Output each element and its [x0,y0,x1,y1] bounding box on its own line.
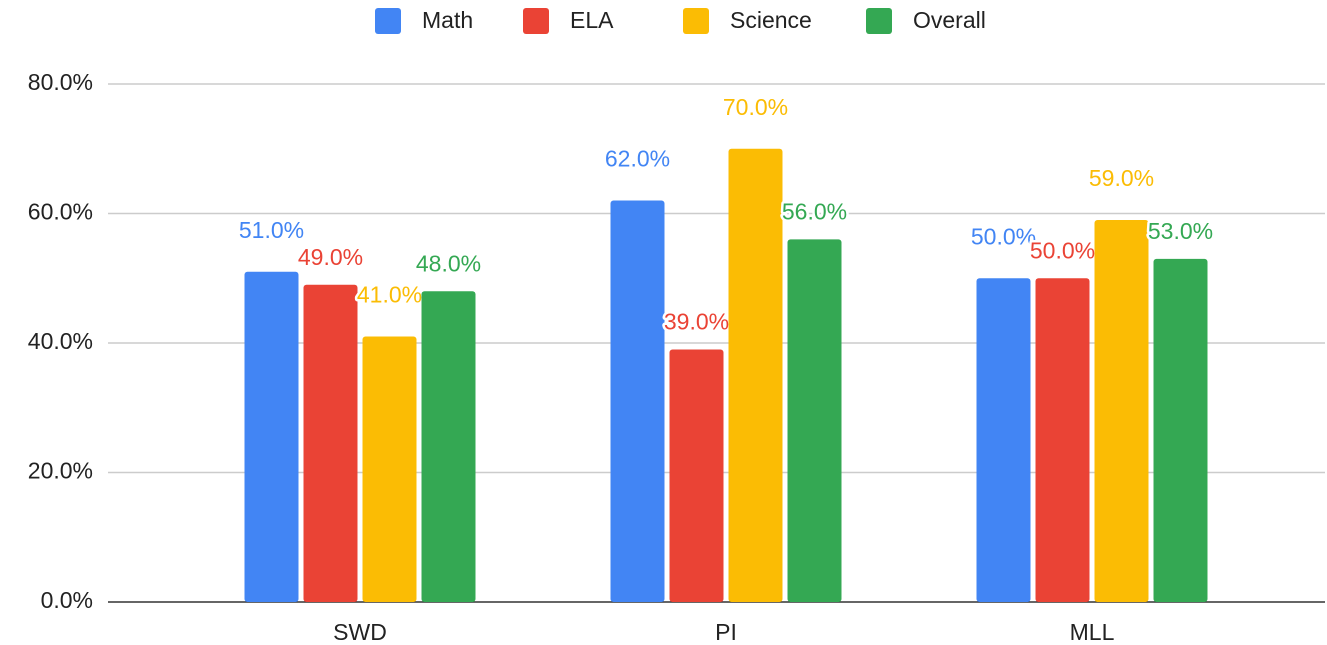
value-label: 59.0% [1089,165,1154,191]
bar [1035,278,1090,602]
bar [303,284,358,602]
value-label: 53.0% [1148,218,1213,244]
bar [421,291,476,602]
legend-swatch [866,8,892,34]
value-label: 49.0% [298,244,363,270]
y-tick-label: 0.0% [41,587,93,613]
y-tick-label: 80.0% [28,69,93,95]
legend-swatch [375,8,401,34]
value-label: 50.0% [1030,237,1095,263]
legend-label: Math [422,7,473,33]
x-tick-label: MLL [1070,619,1115,645]
value-label: 56.0% [782,198,847,224]
bar [1153,258,1208,602]
bar [244,271,299,602]
value-label: 50.0% [971,223,1036,249]
value-label: 62.0% [605,146,670,172]
bar [1094,219,1149,602]
x-tick-label: SWD [333,619,387,645]
bar [787,239,842,602]
x-tick-label: PI [715,619,737,645]
value-label: 39.0% [664,309,729,335]
legend-swatch [683,8,709,34]
legend-label: ELA [570,7,614,33]
legend-swatch [523,8,549,34]
bar [610,200,665,603]
y-tick-label: 60.0% [28,199,93,225]
legend-label: Overall [913,7,986,33]
value-label: 70.0% [723,94,788,120]
legend-label: Science [730,7,812,33]
bar [362,336,417,602]
y-tick-label: 20.0% [28,458,93,484]
value-label: 51.0% [239,217,304,243]
bar [728,148,783,602]
y-tick-label: 40.0% [28,328,93,354]
value-label: 41.0% [357,282,422,308]
bar [976,278,1031,602]
bar [669,349,724,602]
value-label: 48.0% [416,250,481,276]
